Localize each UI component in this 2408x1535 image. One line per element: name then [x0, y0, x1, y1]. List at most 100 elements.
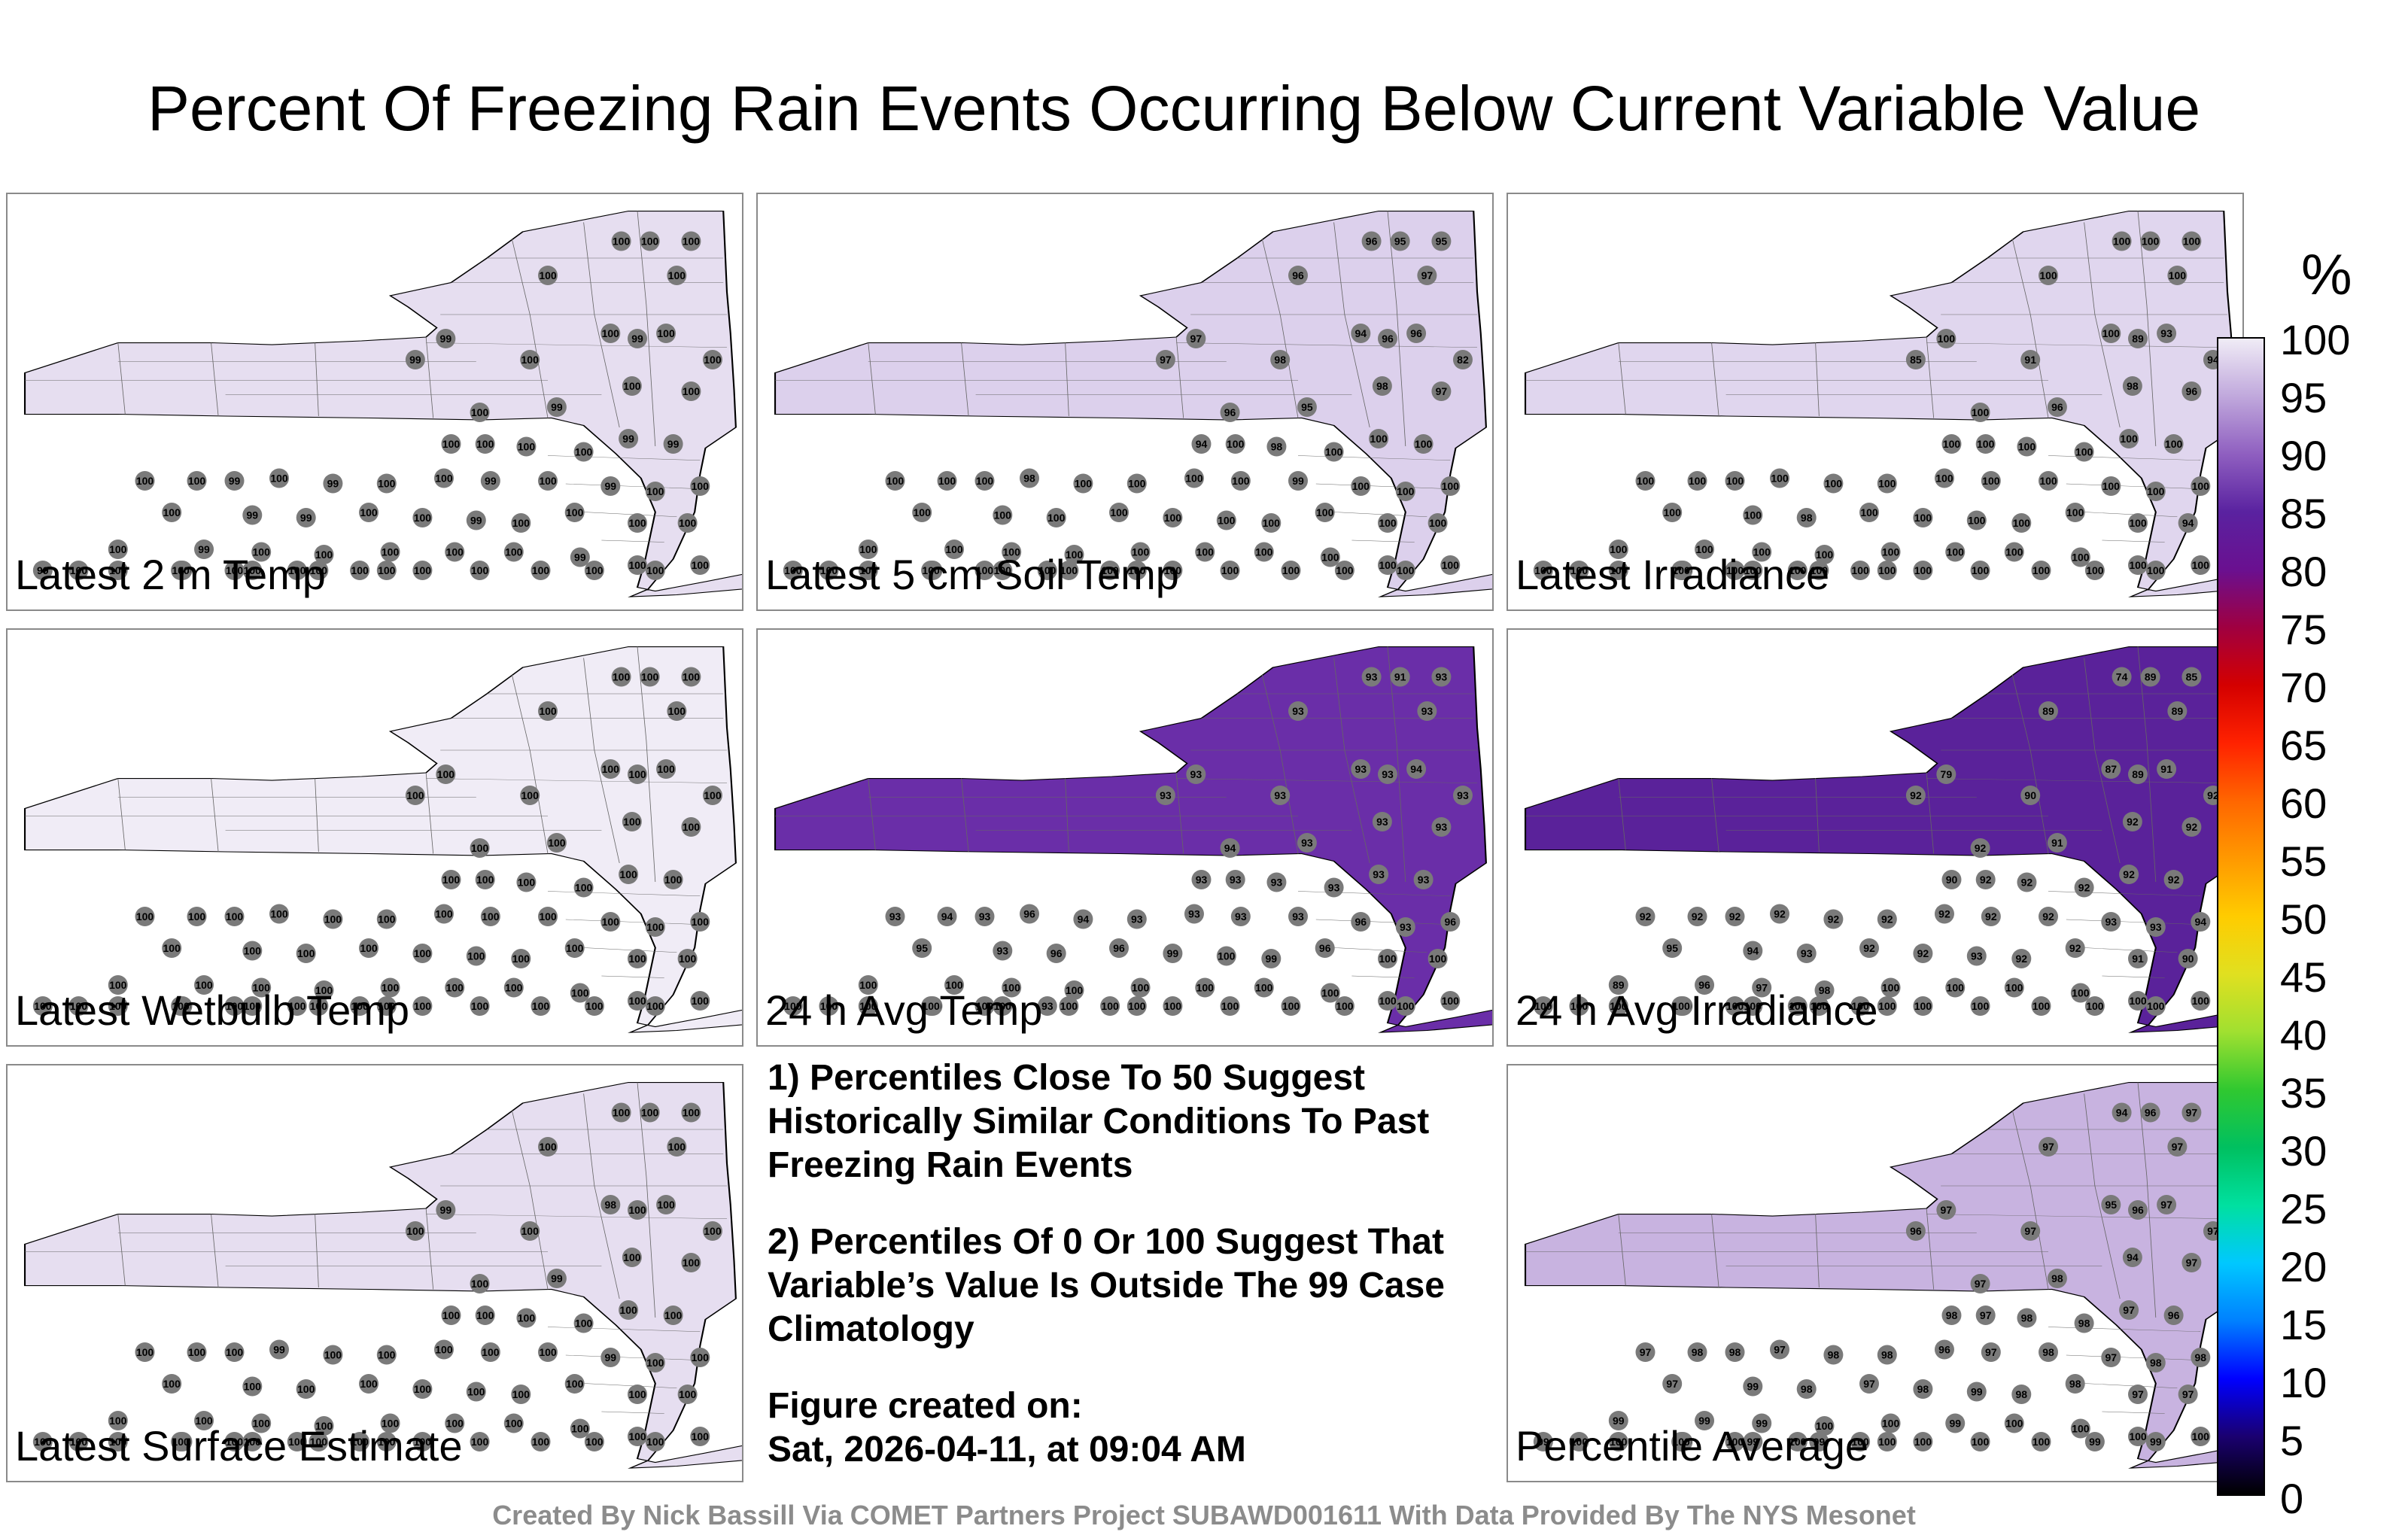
station-value: 92	[1774, 908, 1786, 920]
station-marker	[681, 1253, 701, 1272]
station-value: 100	[1316, 506, 1334, 518]
station-value: 92	[1863, 942, 1875, 954]
station-marker	[1406, 324, 1427, 343]
station-value: 100	[628, 517, 646, 529]
station-marker	[2074, 1313, 2094, 1333]
colorbar-tick-label: 35	[2280, 1069, 2327, 1117]
station-value: 100	[351, 1436, 369, 1448]
station-value: 100	[628, 1388, 646, 1400]
station-marker	[269, 1339, 289, 1360]
station-value: 100	[571, 987, 589, 999]
station-marker	[1195, 542, 1215, 562]
ny-state-map: 100 100 100 100 100 100 100 100 100 100 100 100 100 1…	[23, 646, 742, 1033]
station-marker	[645, 917, 665, 937]
station-marker	[1970, 996, 1990, 1016]
county-border	[2102, 540, 2165, 543]
station-marker	[309, 561, 329, 580]
station-marker	[135, 1342, 155, 1362]
station-marker	[2167, 1137, 2188, 1157]
station-marker	[2163, 1306, 2184, 1325]
station-marker	[600, 324, 621, 343]
station-value: 100	[1637, 475, 1655, 487]
station-value: 100	[976, 564, 994, 576]
station-marker	[2101, 1348, 2121, 1367]
station-value: 100	[442, 874, 461, 886]
station-marker	[162, 503, 182, 522]
station-value: 100	[628, 1204, 646, 1216]
station-value: 100	[1947, 982, 1965, 994]
station-marker	[1981, 907, 2001, 926]
station-marker	[2039, 1342, 2058, 1362]
station-marker	[628, 764, 647, 784]
station-value: 100	[1397, 1000, 1415, 1012]
station-value: 74	[2116, 671, 2128, 683]
station-value: 100	[1255, 546, 1273, 558]
station-marker	[1334, 996, 1354, 1016]
county-border	[1815, 342, 1820, 417]
station-value: 100	[1415, 438, 1433, 450]
station-value: 100	[2165, 438, 2183, 450]
county-border	[1351, 975, 1415, 978]
station-marker	[1288, 907, 1308, 926]
station-marker	[1064, 980, 1084, 1000]
station-marker	[819, 561, 839, 580]
station-marker	[2047, 397, 2067, 417]
station-value: 100	[226, 564, 244, 576]
station-marker	[1533, 1432, 1553, 1451]
station-value: 89	[2132, 333, 2144, 345]
station-marker	[412, 1432, 433, 1451]
station-marker	[937, 907, 957, 926]
station-value: 99	[1698, 1415, 1710, 1427]
station-value: 90	[2182, 953, 2194, 965]
station-marker	[1230, 471, 1251, 491]
panel-label: Latest 5 cm Soil Temp	[765, 551, 1179, 598]
station-value: 100	[2102, 480, 2121, 492]
station-marker	[2181, 1102, 2202, 1123]
station-marker	[1608, 1411, 1628, 1430]
colorbar-tick-label: 10	[2280, 1359, 2327, 1406]
station-marker	[470, 1274, 490, 1293]
panel-label: Latest 2 m Temp	[15, 551, 326, 598]
station-marker	[1440, 912, 1461, 932]
station-marker	[2128, 513, 2148, 533]
station-marker	[1431, 667, 1452, 687]
station-value: 98	[1819, 984, 1831, 996]
station-marker	[108, 975, 128, 995]
station-value: 93	[1131, 913, 1143, 926]
station-value: 96	[2051, 401, 2063, 413]
credit-line: Created By Nick Bassill Via COMET Partne…	[492, 1500, 1916, 1530]
station-value: 96	[1366, 236, 1378, 248]
state-outline	[1524, 210, 2242, 597]
station-marker	[1130, 977, 1151, 998]
station-marker	[1905, 350, 1926, 369]
station-marker	[645, 1353, 665, 1372]
station-marker	[600, 476, 621, 496]
county-border	[2048, 891, 2201, 896]
station-value: 100	[471, 406, 489, 418]
station-marker	[885, 471, 905, 491]
colorbar-tick-label: 50	[2280, 895, 2327, 943]
station-value: 100	[539, 475, 557, 487]
station-marker	[2074, 877, 2094, 898]
station-marker	[1372, 812, 1392, 831]
station-marker	[628, 1385, 647, 1404]
station-marker	[1743, 1432, 1763, 1451]
station-marker	[1635, 907, 1655, 926]
station-marker	[1431, 817, 1452, 837]
map-panel-latest-5cm-soil-temp: 96 95 95 96 97 97 94 96 96 97 98 82 98 97 96 95 94 100 98 1…	[756, 193, 1494, 611]
station-marker	[645, 1432, 665, 1451]
station-value: 94	[2207, 354, 2219, 366]
station-value: 93	[1292, 910, 1304, 923]
station-marker	[412, 508, 433, 527]
station-marker	[622, 812, 642, 831]
station-value: 100	[628, 953, 646, 965]
station-value: 97	[2105, 1351, 2118, 1363]
station-value: 100	[2075, 446, 2093, 458]
station-marker	[2163, 434, 2184, 454]
station-marker	[1850, 996, 1871, 1016]
station-marker	[921, 561, 941, 580]
station-marker	[2020, 786, 2041, 805]
station-value: 92	[1729, 910, 1741, 923]
station-value: 99	[622, 433, 634, 445]
station-value: 93	[1235, 910, 1247, 923]
